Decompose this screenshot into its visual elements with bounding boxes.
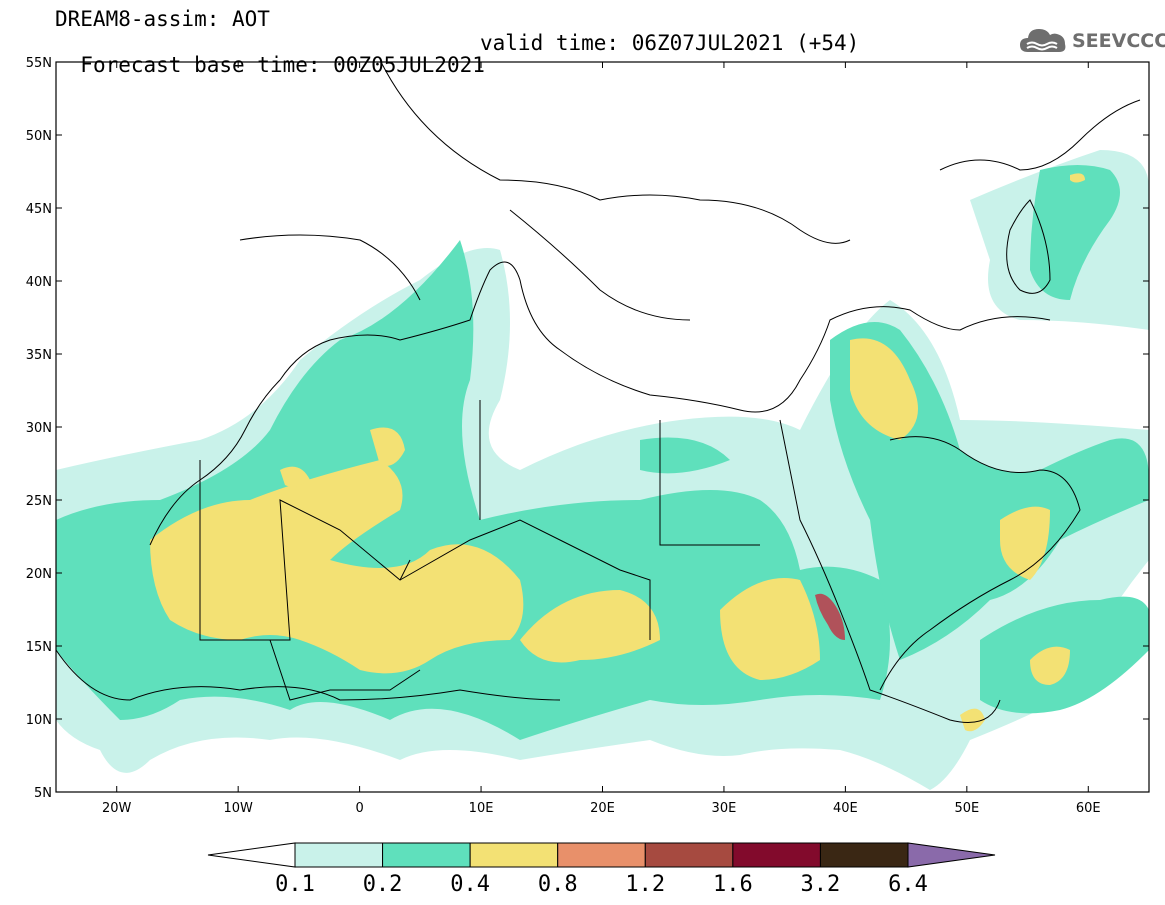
lon-tick-label: 10W <box>223 801 253 816</box>
lat-tick-label: 40N <box>26 275 52 290</box>
lon-tick-label: 20E <box>590 801 615 816</box>
lat-tick-label: 15N <box>26 640 52 655</box>
lat-tick-label: 35N <box>26 348 52 363</box>
lon-tick-label: 10E <box>469 801 494 816</box>
lat-tick-label: 5N <box>34 786 52 801</box>
lon-tick-label: 40E <box>833 801 858 816</box>
lon-tick-label: 20W <box>102 801 132 816</box>
map-title: DREAM8-assim: AOT <box>55 7 270 31</box>
lon-tick-label: 60E <box>1076 801 1101 816</box>
coastlines <box>56 62 1141 723</box>
lat-tick-label: 25N <box>26 494 52 509</box>
lat-tick-label: 30N <box>26 421 52 436</box>
lon-tick-label: 50E <box>954 801 979 816</box>
colorbar-label: 1.6 <box>713 872 753 897</box>
valid-time: valid time: 06Z07JUL2021 (+54) <box>480 31 860 55</box>
lon-tick-label: 0 <box>355 801 363 816</box>
forecast-times: Forecast base time: 00Z05JUL2021 valid t… <box>55 32 859 98</box>
colorbar-swatch <box>819 842 909 868</box>
lat-tick-label: 55N <box>26 56 52 71</box>
lat-tick-label: 45N <box>26 202 52 217</box>
lat-tick-label: 20N <box>26 567 52 582</box>
cloud-icon <box>1020 29 1066 52</box>
colorbar-label: 0.8 <box>538 872 578 897</box>
colorbar-swatch <box>732 842 821 868</box>
colorbar-label: 0.2 <box>363 872 403 897</box>
colorbar-label: 1.2 <box>625 872 665 897</box>
colorbar: 0.1 0.2 0.4 0.8 1.2 1.6 3.2 6.4 <box>207 842 996 897</box>
base-time: Forecast base time: 00Z05JUL2021 <box>80 53 485 77</box>
colorbar-over-triangle <box>907 842 996 868</box>
colorbar-label: 0.1 <box>275 872 315 897</box>
aot-band-0.4 <box>150 173 1085 732</box>
aot-band-1.2 <box>815 593 845 640</box>
colorbar-label: 0.4 <box>450 872 490 897</box>
colorbar-swatch <box>557 842 646 868</box>
colorbar-swatch <box>469 842 559 868</box>
colorbar-swatch <box>294 842 384 868</box>
aot-shading <box>56 150 1149 790</box>
colorbar-swatch <box>382 842 471 868</box>
lat-tick-label: 50N <box>26 129 52 144</box>
lon-tick-label: 30E <box>712 801 737 816</box>
longitude-axis: 20W 10W 0 10E 20E 30E 40E 50E 60E <box>102 62 1101 816</box>
colorbar-label: 6.4 <box>888 872 928 897</box>
colorbar-swatch <box>644 842 734 868</box>
colorbar-label: 3.2 <box>801 872 841 897</box>
seevccc-logo: SEEVCCC <box>1018 22 1165 58</box>
latitude-axis: 5N 10N 15N 20N 25N 30N 35N 40N 45N 50N 55N <box>26 56 1149 801</box>
lat-tick-label: 10N <box>26 713 52 728</box>
colorbar-under-triangle <box>207 842 296 868</box>
logo-text: SEEVCCC <box>1072 30 1165 52</box>
